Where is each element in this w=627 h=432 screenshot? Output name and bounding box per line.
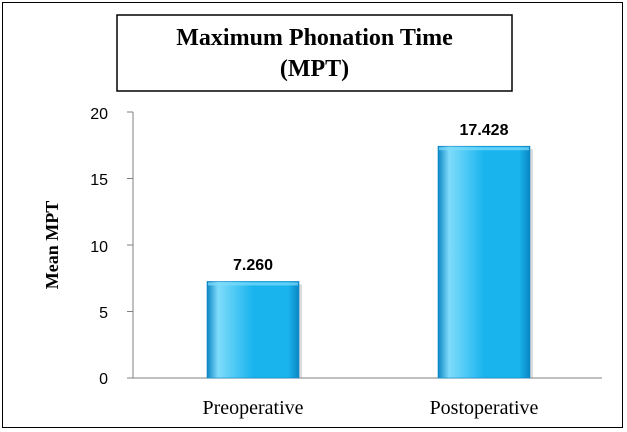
y-tick-label: 10 (90, 239, 108, 256)
bar-data-label: 17.428 (460, 122, 509, 139)
y-tick-label: 5 (99, 305, 108, 322)
x-category-label: Postoperative (430, 397, 539, 419)
y-tick-label: 20 (90, 106, 108, 123)
y-tick-label: 0 (99, 371, 108, 388)
bar-postoperative (437, 145, 531, 379)
y-tick-label: 15 (90, 172, 108, 189)
bar-top-highlight (439, 147, 529, 151)
x-category-label: Preoperative (202, 397, 303, 419)
y-axis-label: Mean MPT (42, 201, 62, 289)
bars-group (206, 145, 533, 379)
bar-top-highlight (208, 282, 298, 286)
title-box (116, 14, 513, 92)
bar-data-label: 7.260 (233, 257, 273, 274)
chart-title-line-2: (MPT) (280, 56, 349, 82)
bar-preoperative (206, 281, 300, 379)
chart-title-line-1: Maximum Phonation Time (176, 25, 453, 51)
